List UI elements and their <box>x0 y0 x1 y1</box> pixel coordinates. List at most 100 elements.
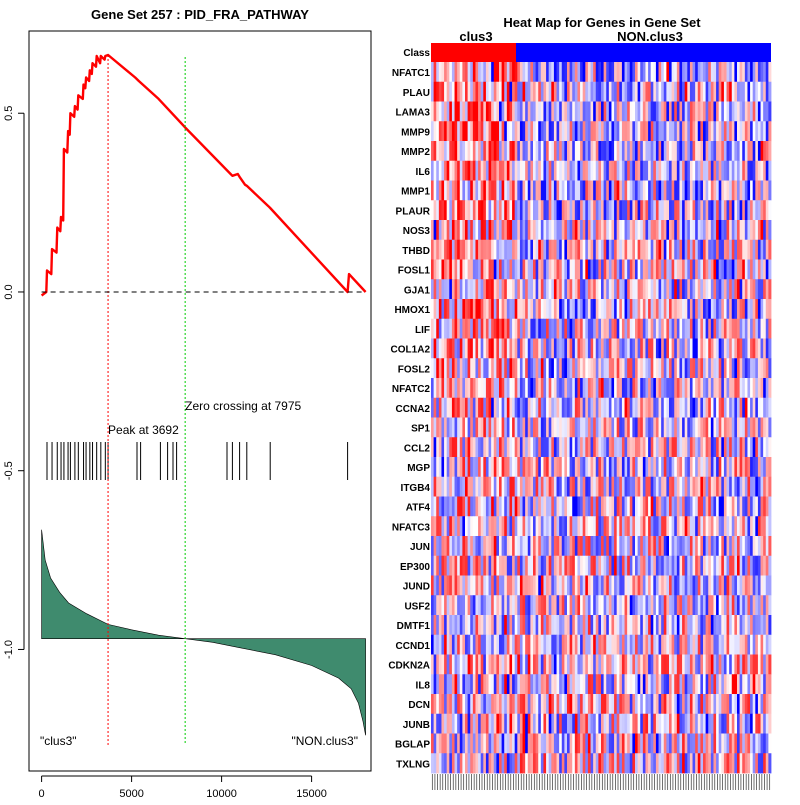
heatmap-cell <box>752 121 756 142</box>
heatmap-cell <box>666 121 670 142</box>
heatmap-cell <box>538 121 542 142</box>
heatmap-cell <box>438 358 442 379</box>
heatmap-cell <box>470 239 474 260</box>
heatmap-cell <box>454 259 458 280</box>
heatmap-cell <box>504 378 508 399</box>
heatmap-cell <box>512 713 516 734</box>
heatmap-cell <box>530 733 534 754</box>
heatmap-cell <box>763 239 767 260</box>
heatmap-cell <box>530 713 534 734</box>
heatmap-cell <box>454 615 458 636</box>
heatmap-cell <box>632 378 636 399</box>
heatmap-cell <box>742 318 746 339</box>
heatmap-cell <box>645 121 649 142</box>
heatmap-cell <box>684 200 688 221</box>
heatmap-cell <box>444 516 448 537</box>
heatmap-cell <box>433 575 437 596</box>
heatmap-cell <box>755 338 759 359</box>
heatmap-cell <box>598 141 602 162</box>
heatmap-cell <box>577 318 581 339</box>
heatmap-cell <box>540 457 544 478</box>
heatmap-cell <box>598 318 602 339</box>
heatmap-cell <box>530 239 534 260</box>
heatmap-cell <box>621 279 625 300</box>
heatmap-cell <box>689 318 693 339</box>
heatmap-cell <box>522 239 526 260</box>
heatmap-cell <box>509 259 513 280</box>
gene-label: ITGB4 <box>401 483 431 494</box>
heatmap-cell <box>574 713 578 734</box>
heatmap-cell <box>689 417 693 438</box>
heatmap-cell <box>768 516 772 537</box>
heatmap-cell <box>493 476 497 497</box>
heatmap-cell <box>522 220 526 241</box>
heatmap-cell <box>679 634 683 655</box>
heatmap-cell <box>449 536 453 557</box>
heatmap-cell <box>553 338 557 359</box>
heatmap-cell <box>433 516 437 537</box>
heatmap-cell <box>621 555 625 576</box>
heatmap-cell <box>577 397 581 418</box>
heatmap-cell <box>483 753 487 774</box>
hit-marks-layer <box>46 442 349 480</box>
heatmap-cell <box>449 457 453 478</box>
heatmap-cell <box>629 694 633 715</box>
heatmap-cell <box>669 437 673 458</box>
heatmap-cell <box>640 733 644 754</box>
heatmap-cell <box>661 378 665 399</box>
heatmap-cell <box>522 279 526 300</box>
heatmap-cell <box>577 160 581 181</box>
heatmap-cell <box>564 634 568 655</box>
heatmap-cell <box>640 397 644 418</box>
heatmap-cell <box>457 378 461 399</box>
heatmap-cell <box>598 279 602 300</box>
heatmap-cell <box>574 753 578 774</box>
heatmap-cell <box>700 358 704 379</box>
heatmap-cell <box>616 180 620 201</box>
heatmap-cell <box>501 674 505 695</box>
heatmap-cell <box>540 555 544 576</box>
heatmap-cell <box>757 397 761 418</box>
heatmap-cell <box>692 694 696 715</box>
heatmap-cell <box>689 496 693 517</box>
gene-label: MMP9 <box>401 127 430 138</box>
heatmap-cell <box>750 437 754 458</box>
heatmap-cell <box>731 358 735 379</box>
heatmap-cell <box>564 555 568 576</box>
heatmap-cell <box>703 279 707 300</box>
heatmap-cell <box>723 200 727 221</box>
heatmap-cell <box>601 615 605 636</box>
heatmap-cell <box>737 220 741 241</box>
heatmap-cell <box>433 713 437 734</box>
heatmap-cell <box>731 496 735 517</box>
heatmap-cell <box>467 457 471 478</box>
heatmap-cell <box>472 62 476 83</box>
heatmap-cell <box>504 259 508 280</box>
heatmap-cell <box>614 397 618 418</box>
heatmap-cell <box>462 417 466 438</box>
heatmap-cell <box>561 595 565 616</box>
heatmap-cell <box>632 516 636 537</box>
heatmap-cell <box>671 358 675 379</box>
heatmap-cell <box>726 733 730 754</box>
heatmap-cell <box>716 694 720 715</box>
heatmap-cell <box>642 575 646 596</box>
heatmap-cell <box>710 654 714 675</box>
heatmap-cell <box>433 555 437 576</box>
heatmap-cell <box>496 397 500 418</box>
heatmap-cell <box>506 516 510 537</box>
heatmap-cell <box>590 397 594 418</box>
heatmap-cell <box>478 654 482 675</box>
heatmap-cell <box>734 378 738 399</box>
heatmap-cell <box>661 753 665 774</box>
heatmap-cell <box>551 62 555 83</box>
heatmap-cell <box>742 733 746 754</box>
heatmap-cell <box>692 457 696 478</box>
heatmap-cell <box>512 338 516 359</box>
heatmap-cell <box>488 694 492 715</box>
heatmap-cell <box>621 595 625 616</box>
heatmap-cell <box>697 753 701 774</box>
heatmap-cell <box>441 674 445 695</box>
heatmap-cell <box>478 437 482 458</box>
heatmap-cell <box>671 81 675 102</box>
